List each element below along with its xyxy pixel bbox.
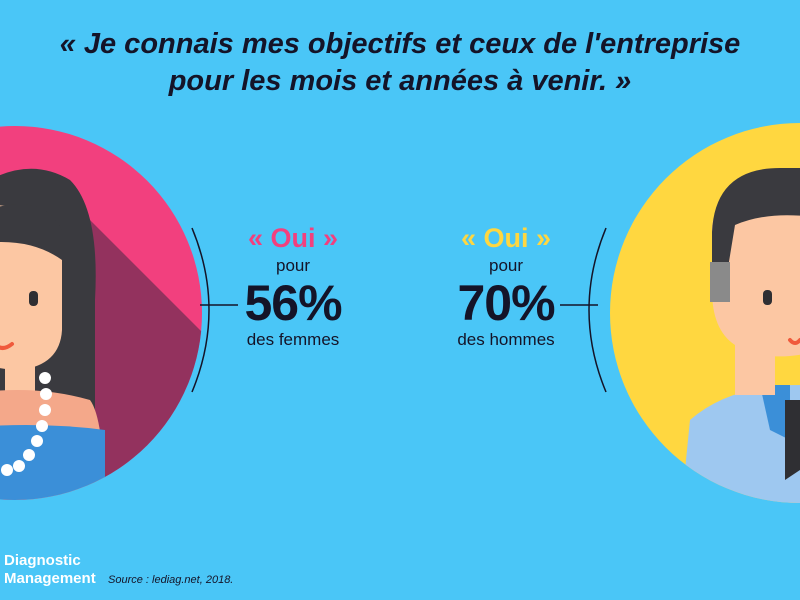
men-label: des hommes: [457, 330, 555, 349]
women-pour: pour: [275, 256, 311, 275]
bracket-left-outer: [191, 227, 210, 393]
men-pour: pour: [488, 256, 524, 275]
stat-men: « Oui » pour 70% des hommes: [416, 222, 596, 350]
brand-line-1: Diagnostic: [4, 552, 81, 569]
headline: « Je connais mes objectifs et ceux de l'…: [0, 26, 800, 100]
women-label: des femmes: [246, 330, 340, 349]
bracket-arcs: [191, 227, 607, 393]
women-percent: 56%: [244, 275, 342, 331]
headline-line-2: pour les mois et années à venir. »: [168, 65, 632, 97]
man-avatar-icon: [610, 123, 800, 503]
women-answer: « Oui »: [247, 223, 339, 253]
stat-women: « Oui » pour 56% des femmes: [203, 222, 383, 350]
brand-line-2: Management: [4, 570, 96, 587]
bracket-right-outer: [588, 227, 607, 393]
men-answer: « Oui »: [460, 223, 552, 253]
source-note: Source : lediag.net, 2018.: [108, 574, 234, 586]
woman-avatar-icon: [0, 126, 202, 500]
brand-logo: Diagnostic Management: [4, 552, 96, 588]
men-percent: 70%: [457, 275, 555, 331]
headline-line-1: « Je connais mes objectifs et ceux de l'…: [59, 28, 741, 60]
